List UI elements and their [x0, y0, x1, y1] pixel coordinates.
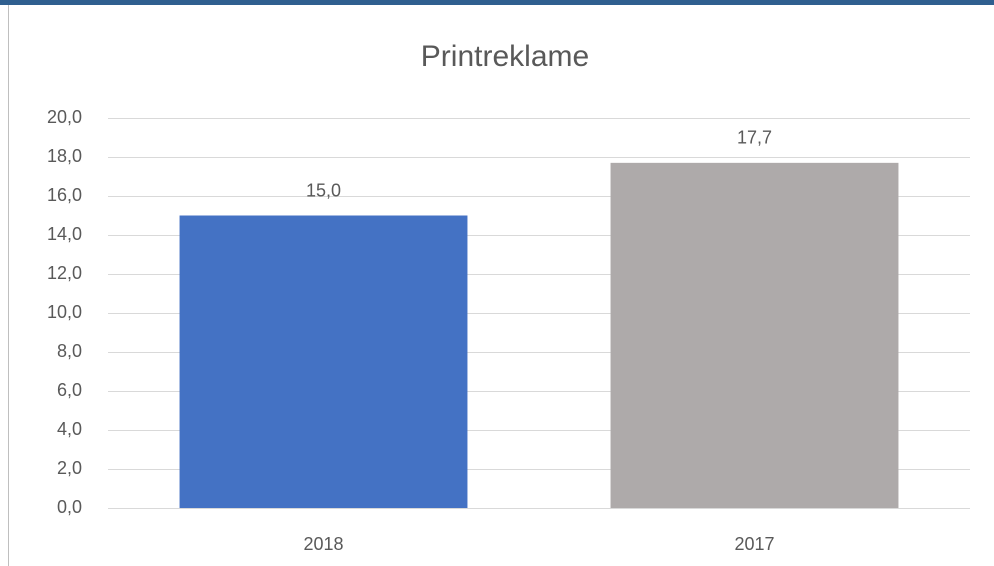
window-top-border — [0, 0, 994, 5]
x-tick-label: 2018 — [303, 534, 343, 554]
y-tick-label: 4,0 — [57, 419, 82, 439]
y-tick-label: 0,0 — [57, 497, 82, 517]
data-label: 17,7 — [737, 128, 772, 148]
y-tick-label: 20,0 — [47, 107, 82, 127]
chart-title: Printreklame — [421, 40, 589, 73]
y-tick-label: 2,0 — [57, 458, 82, 478]
y-tick-label: 18,0 — [47, 146, 82, 166]
y-tick-label: 10,0 — [47, 302, 82, 322]
y-tick-label: 12,0 — [47, 263, 82, 283]
x-tick-label: 2017 — [734, 534, 774, 554]
y-tick-label: 14,0 — [47, 224, 82, 244]
data-label: 15,0 — [306, 180, 341, 200]
y-tick-label: 6,0 — [57, 380, 82, 400]
y-tick-label: 8,0 — [57, 341, 82, 361]
y-tick-label: 16,0 — [47, 185, 82, 205]
bar — [610, 162, 899, 508]
bar — [179, 215, 468, 508]
